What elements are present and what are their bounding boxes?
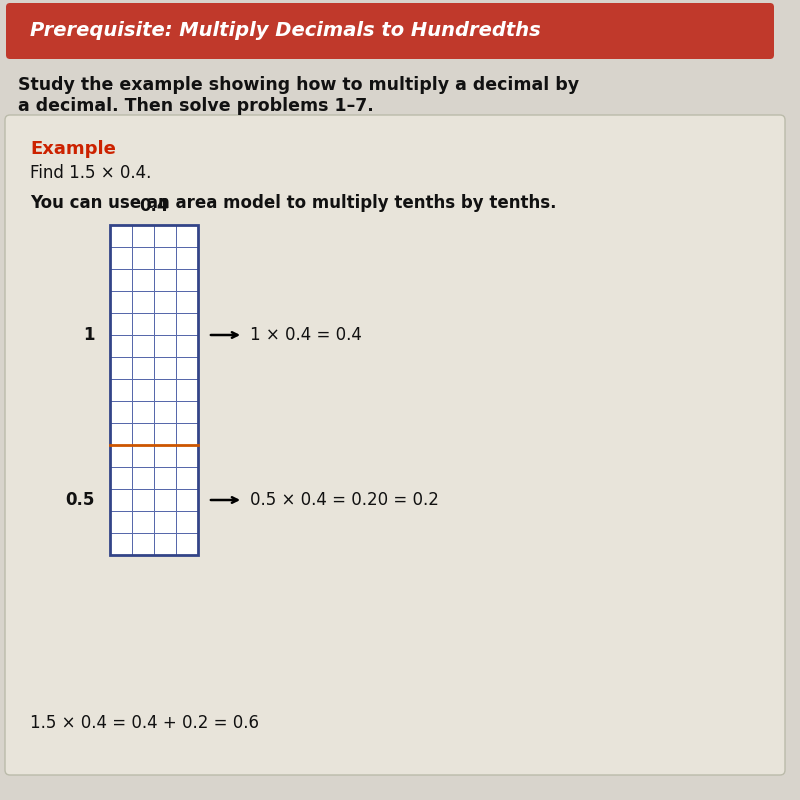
Text: 1 × 0.4 = 0.4: 1 × 0.4 = 0.4 (250, 326, 362, 344)
Bar (132, 445, 154, 467)
Bar (110, 225, 132, 247)
Bar (110, 423, 132, 445)
Text: a decimal. Then solve problems 1–7.: a decimal. Then solve problems 1–7. (18, 97, 374, 115)
Bar (176, 335, 198, 357)
Bar (154, 335, 176, 357)
Text: Find 1.5 × 0.4.: Find 1.5 × 0.4. (30, 164, 151, 182)
FancyBboxPatch shape (6, 3, 774, 59)
Bar (176, 511, 198, 533)
Bar (176, 489, 198, 511)
Bar (132, 489, 154, 511)
Bar (176, 357, 198, 379)
Bar (154, 401, 176, 423)
Bar (132, 423, 154, 445)
Bar (132, 335, 154, 357)
Bar (154, 291, 176, 313)
Bar (110, 225, 198, 555)
Bar (154, 511, 176, 533)
Bar (110, 291, 132, 313)
Bar (176, 467, 198, 489)
Bar (154, 225, 176, 247)
Bar (132, 247, 154, 269)
Text: You can use an area model to multiply tenths by tenths.: You can use an area model to multiply te… (30, 194, 557, 212)
Bar (110, 467, 132, 489)
Bar (110, 313, 132, 335)
Bar (110, 401, 132, 423)
Bar (110, 445, 132, 467)
Bar (154, 489, 176, 511)
Bar (154, 357, 176, 379)
Bar (176, 247, 198, 269)
Bar (154, 269, 176, 291)
Bar (132, 379, 154, 401)
Bar (132, 401, 154, 423)
Text: 1.5 × 0.4 = 0.4 + 0.2 = 0.6: 1.5 × 0.4 = 0.4 + 0.2 = 0.6 (30, 714, 259, 732)
Text: Example: Example (30, 140, 116, 158)
Bar (110, 489, 132, 511)
Bar (154, 379, 176, 401)
Text: Study the example showing how to multiply a decimal by: Study the example showing how to multipl… (18, 76, 579, 94)
Bar (110, 335, 132, 357)
Bar (132, 291, 154, 313)
Bar (176, 401, 198, 423)
Text: 1: 1 (83, 326, 95, 344)
Bar (154, 247, 176, 269)
Bar (132, 357, 154, 379)
Bar (176, 269, 198, 291)
Bar (110, 269, 132, 291)
Bar (132, 313, 154, 335)
Bar (110, 533, 132, 555)
Bar (176, 225, 198, 247)
Bar (132, 533, 154, 555)
Bar (132, 225, 154, 247)
Bar (154, 423, 176, 445)
Bar (110, 379, 132, 401)
Bar (132, 511, 154, 533)
Bar (154, 467, 176, 489)
FancyBboxPatch shape (5, 115, 785, 775)
Text: 0.5: 0.5 (66, 491, 95, 509)
Bar (132, 467, 154, 489)
Bar (154, 445, 176, 467)
Bar (176, 291, 198, 313)
Text: 0.5 × 0.4 = 0.20 = 0.2: 0.5 × 0.4 = 0.20 = 0.2 (250, 491, 439, 509)
Bar (132, 269, 154, 291)
Bar (110, 511, 132, 533)
Bar (110, 247, 132, 269)
Bar (154, 533, 176, 555)
Text: Prerequisite: Multiply Decimals to Hundredths: Prerequisite: Multiply Decimals to Hundr… (30, 22, 541, 41)
Bar (176, 379, 198, 401)
Bar (154, 313, 176, 335)
Text: 0.4: 0.4 (139, 197, 169, 215)
Bar (110, 357, 132, 379)
Bar (176, 533, 198, 555)
Bar (176, 313, 198, 335)
Bar (176, 445, 198, 467)
Bar (176, 423, 198, 445)
